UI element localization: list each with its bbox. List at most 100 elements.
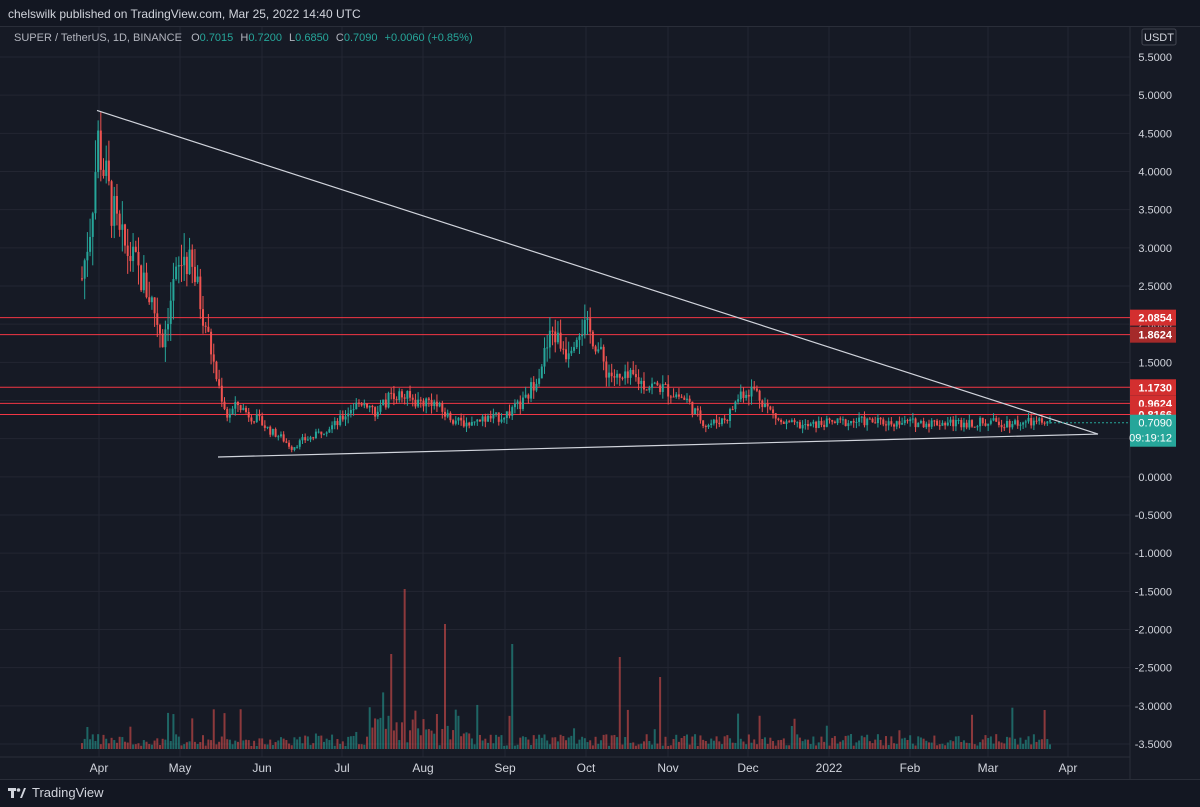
volume-bar: [971, 714, 974, 749]
candle-body: [532, 382, 535, 391]
volume-bar: [594, 736, 597, 749]
candle-body: [298, 440, 301, 447]
volume-bar: [86, 727, 89, 749]
candle-body: [204, 325, 207, 327]
candle-body: [766, 403, 769, 407]
currency-box[interactable]: [1141, 28, 1177, 46]
volume-bar: [637, 744, 640, 749]
volume-bar: [218, 741, 221, 749]
price-level-label[interactable]: 1.8624: [1138, 330, 1173, 342]
price-level-label-bg[interactable]: [1130, 309, 1176, 326]
volume-bar: [879, 739, 882, 749]
candle-body: [444, 411, 446, 417]
footer-bar: TradingView: [0, 779, 1200, 807]
candle-body: [175, 266, 178, 280]
candle-body: [876, 417, 879, 424]
candle-body: [387, 392, 390, 408]
candle-body: [793, 420, 796, 423]
candle-body: [271, 429, 274, 435]
volume-bar: [763, 737, 766, 749]
symbol-name[interactable]: SUPER / TetherUS, 1D, BINANCE: [14, 32, 182, 44]
price-chart[interactable]: USDT 5.5000 5.0000 4.5000 4.0000 3.5000 3.0000…: [0, 27, 1200, 779]
candle-body: [642, 380, 645, 390]
volume-bar: [747, 734, 750, 749]
volume-bar: [651, 744, 654, 749]
price-level-label-bg[interactable]: [1130, 326, 1176, 343]
y-tick-label: -3.0000: [1135, 701, 1172, 713]
candle-body: [995, 418, 998, 422]
volume-bar: [790, 726, 793, 749]
candle-body: [726, 419, 729, 421]
candle-body: [944, 422, 947, 426]
candle-body: [530, 382, 533, 399]
volume-bar: [339, 743, 342, 749]
x-tick-label: Feb: [900, 761, 921, 775]
volume-bar: [661, 745, 664, 749]
candle-body: [427, 398, 430, 400]
candle-body: [893, 424, 896, 427]
descending-trendline[interactable]: [96, 109, 1099, 435]
candle-body: [207, 326, 210, 332]
candle-body: [317, 431, 320, 433]
candle-body: [573, 347, 576, 351]
candle-body: [167, 323, 170, 330]
volume-bar: [570, 735, 573, 749]
x-tick-label: Jul: [334, 761, 349, 775]
candle-body: [202, 309, 204, 326]
volume-bar: [911, 743, 914, 749]
candle-body: [981, 417, 984, 424]
volume-bar: [180, 745, 183, 749]
candle-body: [395, 399, 398, 401]
candle-body: [686, 398, 688, 400]
candle-body: [890, 421, 893, 425]
last-price-label-bg[interactable]: [1130, 414, 1176, 447]
volume-bar: [777, 740, 780, 749]
candle-body: [1038, 418, 1041, 422]
volume-bar: [191, 718, 194, 749]
candle-body: [285, 441, 288, 443]
candle-body: [960, 420, 963, 428]
candle-body: [403, 397, 406, 399]
volume-bar: [255, 745, 258, 749]
volume-bar: [487, 742, 490, 749]
volume-bar: [578, 739, 581, 749]
candle-body: [339, 415, 342, 426]
volume-bar: [710, 738, 713, 749]
candles-group[interactable]: [81, 111, 1051, 453]
candle-body: [489, 415, 492, 419]
volume-bar: [242, 740, 245, 749]
volume-bar: [624, 737, 627, 749]
price-level-label-bg[interactable]: [1130, 379, 1176, 396]
candle-body: [629, 369, 632, 378]
price-level-label[interactable]: 2.0854: [1138, 313, 1173, 325]
volume-bar: [263, 744, 266, 749]
candle-body: [191, 249, 194, 267]
candle-body: [150, 297, 153, 303]
candle-body: [925, 423, 928, 428]
candle-body: [634, 374, 637, 378]
price-level-label[interactable]: 1.1730: [1138, 382, 1172, 394]
volume-bar: [707, 743, 710, 749]
high-label: H: [240, 32, 249, 44]
volume-bar: [150, 744, 153, 749]
tradingview-logo[interactable]: TradingView: [8, 785, 104, 800]
candle-body: [535, 383, 538, 391]
candle-body: [1005, 420, 1008, 428]
ascending-trendline[interactable]: [217, 433, 1099, 458]
volume-bar: [406, 742, 409, 749]
last-price-label[interactable]: 0.7090: [1138, 418, 1172, 430]
candle-body: [1008, 420, 1011, 428]
volume-bar: [196, 744, 199, 749]
candle-body: [417, 399, 420, 407]
candle-body: [180, 265, 183, 267]
candle-body: [460, 417, 463, 421]
candle-body: [242, 407, 245, 411]
candle-body: [812, 421, 815, 424]
volume-bar: [1040, 739, 1043, 749]
candle-body: [503, 417, 506, 420]
currency-label[interactable]: USDT: [1144, 32, 1174, 44]
volume-bar: [513, 745, 516, 749]
volume-bar: [895, 743, 898, 749]
candle-body: [1019, 424, 1022, 426]
volume-bar: [858, 740, 861, 749]
